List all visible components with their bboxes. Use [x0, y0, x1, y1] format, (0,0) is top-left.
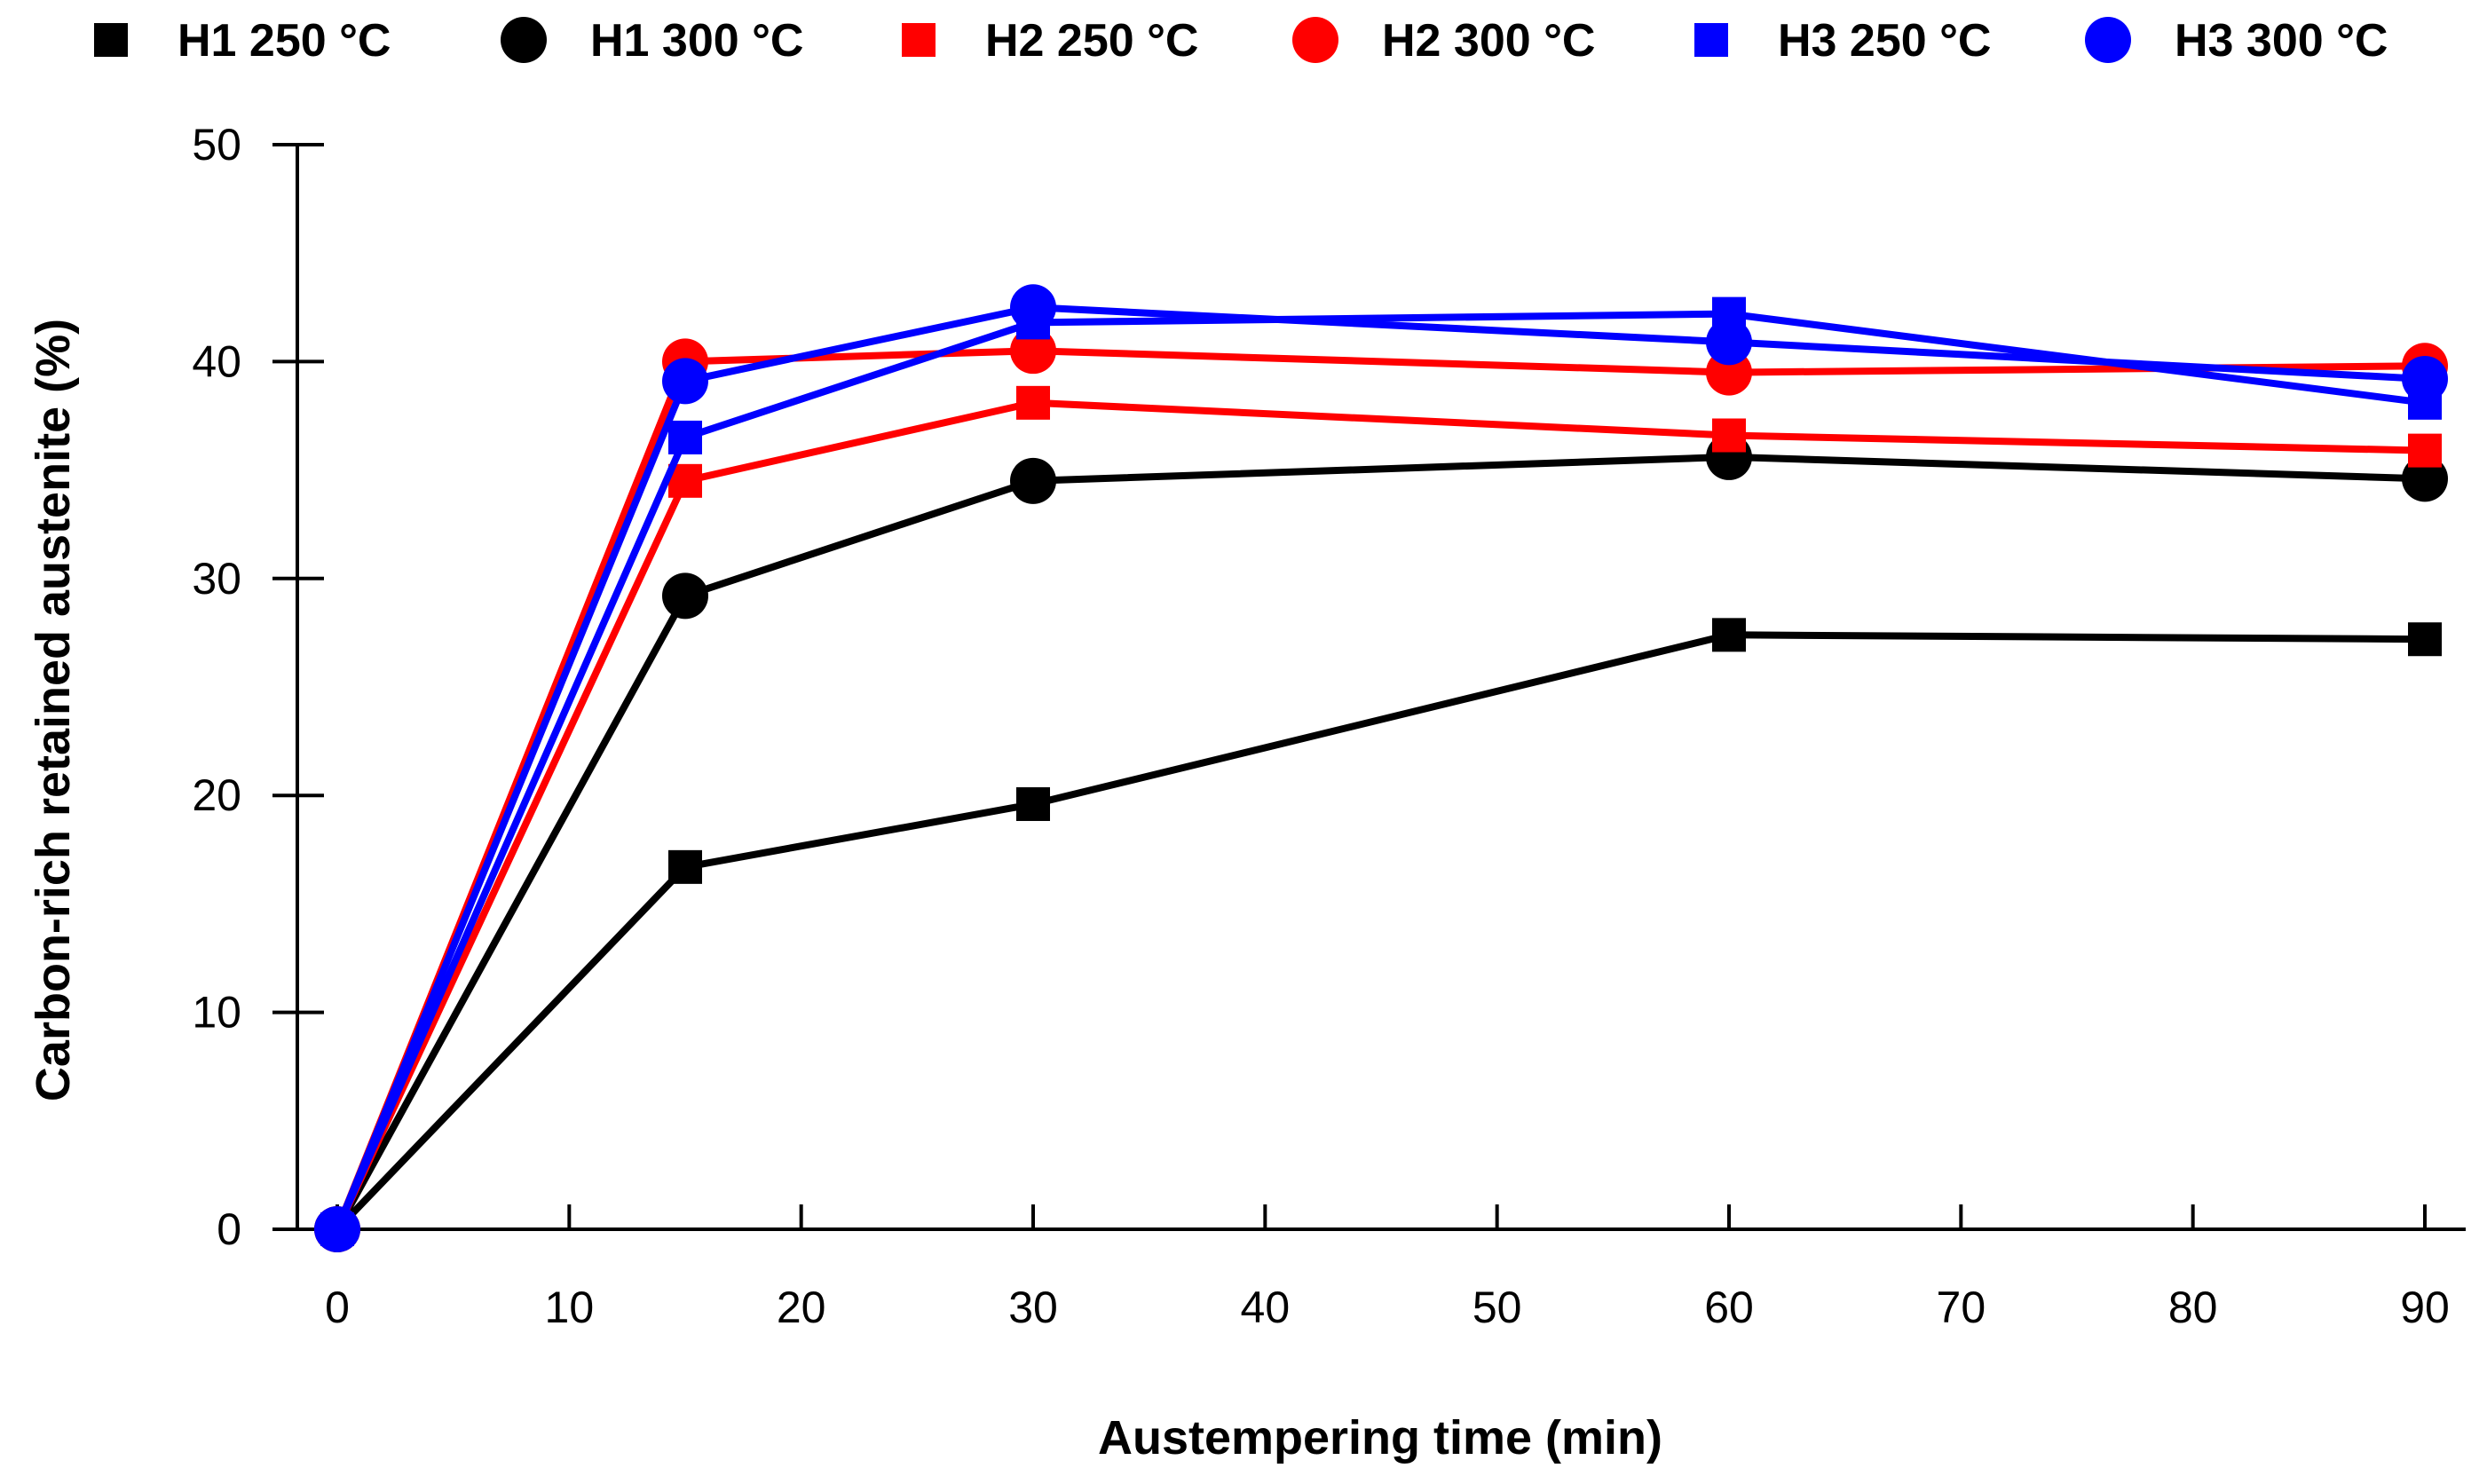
y-ticks: 0 10 20 30 40 50 [192, 120, 324, 1254]
series-6 [314, 284, 2448, 1252]
legend-item: H1 300 °C [501, 15, 803, 67]
data-point [1712, 418, 1746, 453]
data-point [2408, 622, 2442, 657]
legend-label: H2 250 °C [985, 15, 1198, 67]
legend-label: H2 300 °C [1382, 15, 1595, 67]
legend-label: H3 300 °C [2175, 15, 2388, 67]
legend-marker [1292, 17, 1338, 63]
x-tick-label: 20 [777, 1283, 826, 1332]
legend-item: H2 250 °C [902, 15, 1198, 67]
y-tick-label: 20 [192, 770, 241, 820]
series-line [334, 453, 2426, 1231]
data-point [314, 1206, 360, 1252]
y-tick-label: 40 [192, 336, 241, 386]
series-line [335, 631, 2426, 1232]
legend-marker [1694, 23, 1728, 57]
x-tick-label: 80 [2168, 1283, 2218, 1332]
legend-item: H1 250 °C [94, 15, 391, 67]
x-tick-label: 30 [1008, 1283, 1058, 1332]
data-point [1010, 457, 1056, 504]
series-line [334, 347, 2426, 1231]
y-tick-label: 50 [192, 120, 241, 170]
data-point [668, 420, 702, 454]
x-tick-label: 10 [545, 1283, 595, 1332]
x-axis-title: Austempering time (min) [1098, 1411, 1662, 1464]
y-tick-label: 30 [192, 554, 241, 604]
data-point [2408, 433, 2442, 468]
data-point [2402, 355, 2448, 402]
legend-item: H2 300 °C [1292, 15, 1595, 67]
x-ticks: 0 10 20 30 40 50 60 70 80 90 [325, 1204, 2450, 1332]
data-point [662, 572, 708, 620]
legend-label: H1 300 °C [590, 15, 803, 67]
y-tick-label: 10 [192, 988, 241, 1038]
legend-marker [501, 17, 547, 63]
legend-item: H3 300 °C [2085, 15, 2388, 67]
series-5 [320, 296, 2442, 1246]
data-point [1706, 319, 1752, 366]
legend-label: H3 250 °C [1778, 15, 1991, 67]
legend-marker [902, 23, 936, 57]
y-tick-label: 0 [217, 1204, 241, 1254]
legend-marker [94, 23, 128, 57]
data-point [1016, 786, 1050, 821]
legend-marker [2085, 17, 2131, 63]
x-tick-label: 50 [1472, 1283, 1522, 1332]
data-point [1712, 618, 1746, 652]
series-line [334, 399, 2426, 1231]
x-tick-label: 90 [2400, 1283, 2450, 1332]
x-tick-label: 70 [1937, 1283, 1986, 1332]
x-tick-label: 60 [1704, 1283, 1754, 1332]
axes: 0 10 20 30 40 50 60 70 80 90 0 10 20 30 40 50 [192, 120, 2466, 1332]
data-point [668, 849, 702, 884]
y-axis-title: Carbon-rich retained austenite (%) [27, 319, 80, 1101]
legend-item: H3 250 °C [1694, 15, 1991, 67]
data-point [1010, 284, 1056, 331]
legend: H1 250 °C H1 300 °C H2 250 °C H2 300 °C H3 2… [94, 15, 2388, 67]
series-1 [320, 618, 2442, 1246]
data-point [662, 358, 708, 405]
plot-series [314, 284, 2448, 1252]
legend-label: H1 250 °C [178, 15, 391, 67]
series-3 [320, 385, 2442, 1246]
x-tick-label: 0 [325, 1283, 350, 1332]
x-tick-label: 40 [1241, 1283, 1291, 1332]
data-point [1016, 385, 1050, 420]
